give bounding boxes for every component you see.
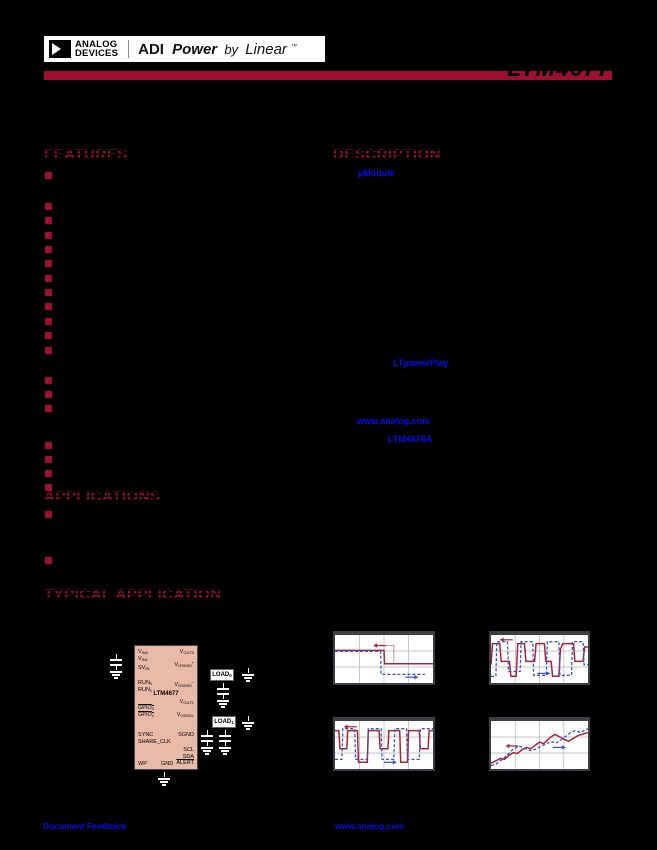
pin-run1: RUN1 xyxy=(138,687,153,693)
pin-vosns0p: VOSNS0+ xyxy=(174,660,194,668)
chip-label: LTM4677 xyxy=(153,691,179,697)
applications-heading: APPLICATIONS xyxy=(44,488,161,505)
brand-line1: ANALOG xyxy=(75,39,118,50)
feature-bullet xyxy=(45,347,52,354)
tagline-adi: ADI xyxy=(138,40,164,58)
feature-bullet xyxy=(45,275,52,282)
pin-vout0: VOUT0 xyxy=(179,649,194,655)
pin-gpio1: GPIO1 xyxy=(138,712,154,718)
feature-bullet xyxy=(45,303,52,310)
load1-ground-symbol xyxy=(242,716,254,730)
part-number: LTM4677 xyxy=(507,55,611,81)
feature-bullet xyxy=(45,484,52,491)
input-capacitor-symbol xyxy=(110,654,122,679)
pin-scl: SCL xyxy=(183,747,194,753)
document-feedback-link[interactable]: Document Feedback xyxy=(43,821,127,831)
application-bullet xyxy=(45,511,52,518)
pin-wp: WP xyxy=(138,761,147,767)
adi-logo-icon xyxy=(49,40,71,58)
feature-bullet xyxy=(45,172,52,179)
feature-bullet xyxy=(45,470,52,477)
output1-capacitor-symbol-b xyxy=(219,730,231,755)
feature-bullet xyxy=(45,203,52,210)
gnd-ground-symbol xyxy=(158,772,170,786)
features-heading: FEATURES xyxy=(44,146,128,163)
output0-capacitor-symbol xyxy=(217,683,229,708)
pin-vin1: VIN1 xyxy=(138,656,148,662)
logo-divider xyxy=(128,40,130,58)
output1-capacitor-symbol-a xyxy=(201,730,213,755)
pin-sda: SDA xyxy=(182,754,194,760)
load0-ground-symbol xyxy=(242,668,254,682)
scope-graph-2 xyxy=(489,631,590,685)
description-heading: DESCRIPTION xyxy=(333,146,442,163)
link-analog-site[interactable]: www.analog.com xyxy=(357,416,431,426)
trademark-symbol: ™ xyxy=(291,43,298,50)
pin-gnd: GND xyxy=(161,761,174,767)
red-accent-bar xyxy=(44,71,612,80)
scope-graph-4 xyxy=(489,717,590,771)
feature-bullet xyxy=(45,332,52,339)
pin-vosns0m: VOSNS0− xyxy=(174,680,194,688)
scope-graph-1 xyxy=(333,631,435,685)
typical-application-heading: TYPICAL APPLICATION xyxy=(44,586,222,603)
feature-bullet xyxy=(45,318,52,325)
ltm4677-block: VIN0 VIN1 SVIN RUN0 RUN1 GPIO0 GPIO1 SYN… xyxy=(134,645,198,770)
feature-bullet xyxy=(45,456,52,463)
pin-alert: ALERT xyxy=(176,760,194,766)
feature-bullet xyxy=(45,377,52,384)
brand-name: ANALOG DEVICES xyxy=(75,39,119,59)
feature-bullet xyxy=(45,217,52,224)
scope-graph-3 xyxy=(333,717,435,771)
pin-share-clk: SHARE_CLK xyxy=(138,739,171,745)
header-logo-box: ANALOG DEVICES ADI Power by Linear ™ xyxy=(44,36,325,62)
tagline: ADI Power by Linear ™ xyxy=(138,41,297,58)
adi-triangle-icon xyxy=(52,43,61,55)
feature-bullet xyxy=(45,442,52,449)
pin-vin0: VIN0 xyxy=(138,649,148,655)
pin-svin: SVIN xyxy=(138,665,150,671)
link-umodule[interactable]: µModule xyxy=(358,168,395,178)
pin-sync: SYNC xyxy=(138,732,154,738)
load1-box: LOAD 1 xyxy=(212,716,236,728)
tagline-power: Power xyxy=(172,40,218,58)
link-ltm4676a[interactable]: LTM4676A xyxy=(388,434,433,444)
feature-bullet xyxy=(45,246,52,253)
feature-bullet xyxy=(45,405,52,412)
tagline-by: by xyxy=(224,41,239,57)
feature-bullet xyxy=(45,260,52,267)
pin-vosns1: VOSNS1 xyxy=(176,712,194,718)
feature-bullet xyxy=(45,289,52,296)
feature-bullet xyxy=(45,232,52,239)
feature-bullet xyxy=(45,391,52,398)
analog-website-link[interactable]: www.analog.com xyxy=(335,821,405,831)
brand-line2: DEVICES xyxy=(75,48,119,59)
load0-box: LOAD 0 xyxy=(210,669,234,681)
pin-vout1: VOUT1 xyxy=(179,699,194,705)
pin-sgnd: SGND xyxy=(178,732,194,738)
pin-gpio0: GPIO0 xyxy=(138,705,154,711)
link-ltpowerplay[interactable]: LTpowerPlay xyxy=(393,358,449,368)
application-bullet xyxy=(45,557,52,564)
tagline-linear: Linear xyxy=(245,40,287,58)
pin-run0: RUN0 xyxy=(138,680,153,686)
